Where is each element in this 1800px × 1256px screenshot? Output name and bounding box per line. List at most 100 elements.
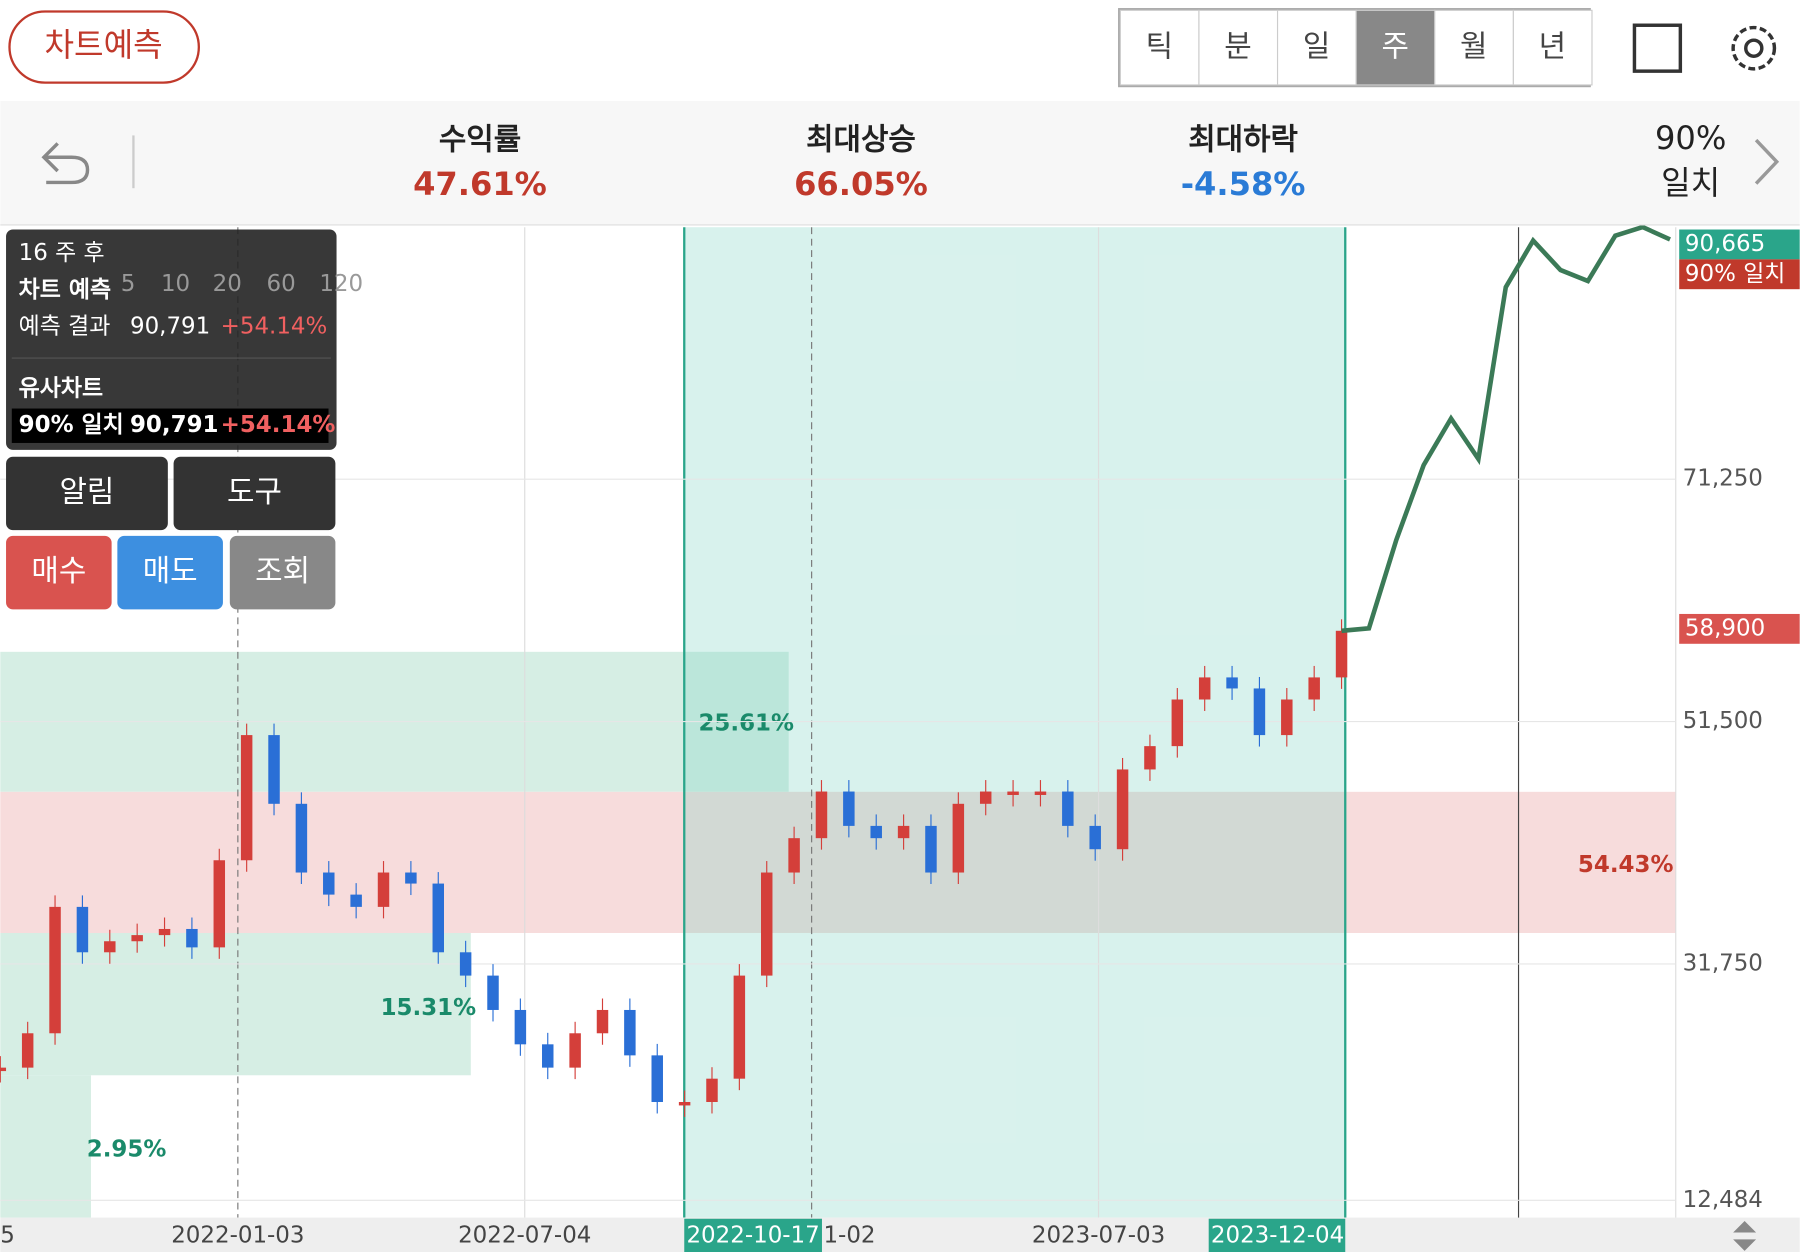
candle (21, 1033, 34, 1068)
tab-label[interactable]: 월 (1460, 30, 1487, 65)
action-button[interactable] (117, 535, 223, 610)
action-button[interactable] (6, 456, 168, 531)
weeks: 16 주 후 (19, 240, 105, 266)
candle (377, 872, 390, 907)
x-tick-label: 2022-10-17 (686, 1222, 819, 1248)
undo-icon[interactable] (41, 142, 90, 185)
candle (760, 872, 773, 976)
zone-label: 54.43% (1578, 852, 1674, 878)
similar-change: +54.14% (221, 412, 336, 438)
action-button[interactable] (6, 535, 112, 610)
tab-label[interactable]: 일 (1303, 30, 1330, 65)
candle (459, 952, 472, 976)
price-badge (1679, 259, 1800, 290)
candle (651, 1055, 663, 1102)
predict-button[interactable] (8, 10, 200, 84)
price-badge-label: 90% 일치 (1685, 261, 1785, 287)
candle (432, 883, 445, 953)
price-badge-label: 58,900 (1685, 615, 1765, 641)
candle (1144, 746, 1156, 770)
candle (596, 1009, 609, 1034)
result-price: 90,791 (130, 314, 210, 340)
tab[interactable] (1276, 9, 1357, 86)
next-arrow[interactable] (1754, 138, 1780, 185)
candle (1198, 677, 1211, 700)
action-button-label[interactable]: 매수 (31, 554, 86, 589)
price-badge-label: 90,665 (1685, 231, 1765, 257)
summary-label: 최대상승 (806, 123, 916, 158)
zone (0, 932, 471, 1076)
y-tick-label: 31,750 (1683, 950, 1763, 976)
info-panel (6, 229, 337, 450)
candle (405, 872, 417, 884)
candle (1062, 791, 1074, 826)
action-button-label[interactable]: 조회 (255, 554, 310, 589)
candle (213, 860, 226, 948)
tab[interactable] (1434, 9, 1514, 86)
similar-label: 90% 일치 (19, 412, 124, 438)
tab-label[interactable]: 틱 (1146, 30, 1173, 65)
scroll-icon[interactable] (1733, 1221, 1757, 1251)
match-label: 일치 (1661, 164, 1720, 202)
legend-item: 5 (121, 271, 136, 297)
candle (733, 975, 746, 1079)
y-tick-label: 71,250 (1683, 466, 1763, 492)
candle (323, 872, 335, 895)
action-button[interactable] (173, 456, 336, 531)
tab-label[interactable]: 주 (1381, 30, 1408, 65)
zone-label: 2.95% (87, 1136, 167, 1162)
candle (1116, 769, 1129, 850)
date-badge (684, 1218, 822, 1252)
candle (1335, 630, 1348, 678)
zone (0, 1075, 91, 1218)
candle (569, 1033, 581, 1068)
settings-icon-center (1744, 38, 1764, 58)
candle (76, 906, 89, 953)
action-button[interactable] (229, 535, 336, 610)
x-tick-label: 2023-07-03 (1032, 1222, 1165, 1248)
tab[interactable] (1355, 9, 1436, 86)
candle (1253, 688, 1266, 736)
settings-icon[interactable] (1731, 25, 1777, 71)
legend-item: 120 (319, 271, 363, 297)
candle (624, 1009, 636, 1056)
legend-item: 10 (161, 271, 190, 297)
tab[interactable] (1119, 9, 1200, 86)
checkbox[interactable] (1632, 23, 1683, 73)
summary-label: 수익률 (439, 123, 521, 158)
candle (542, 1044, 554, 1068)
x-tick-label: 5 (0, 1222, 15, 1248)
tab[interactable] (1198, 9, 1279, 86)
y-tick-label: 12,484 (1683, 1187, 1763, 1213)
summary-label: 최대하락 (1188, 123, 1298, 158)
candle (295, 803, 308, 873)
match-percent: 90% (1655, 119, 1726, 157)
action-button-label[interactable]: 알림 (60, 475, 115, 510)
tab-label[interactable]: 년 (1539, 30, 1566, 65)
date-badge (1208, 1218, 1346, 1252)
predict-button-label[interactable]: 차트예측 (44, 26, 162, 64)
candle (1226, 677, 1238, 689)
tab[interactable] (1512, 9, 1593, 86)
action-button-label[interactable]: 매도 (143, 554, 198, 589)
result-change: +54.14% (221, 314, 328, 340)
candle (186, 928, 198, 948)
candle (1171, 699, 1184, 747)
summary-value: 47.61% (413, 165, 547, 203)
candle (350, 894, 362, 907)
candle (979, 791, 992, 804)
candle (678, 1101, 691, 1106)
candle (870, 825, 882, 839)
candle (514, 1009, 527, 1045)
candle (788, 838, 800, 873)
candle (131, 935, 143, 942)
tab-label[interactable]: 분 (1224, 30, 1251, 65)
candle (0, 1067, 7, 1072)
candle (1308, 677, 1320, 700)
candle (1007, 791, 1019, 795)
y-tick-label: 51,500 (1683, 708, 1763, 734)
zone (0, 791, 1676, 933)
candle (49, 906, 61, 1034)
action-button-label[interactable]: 도구 (227, 475, 282, 510)
x-tick-label: 2022-01-03 (171, 1222, 304, 1248)
